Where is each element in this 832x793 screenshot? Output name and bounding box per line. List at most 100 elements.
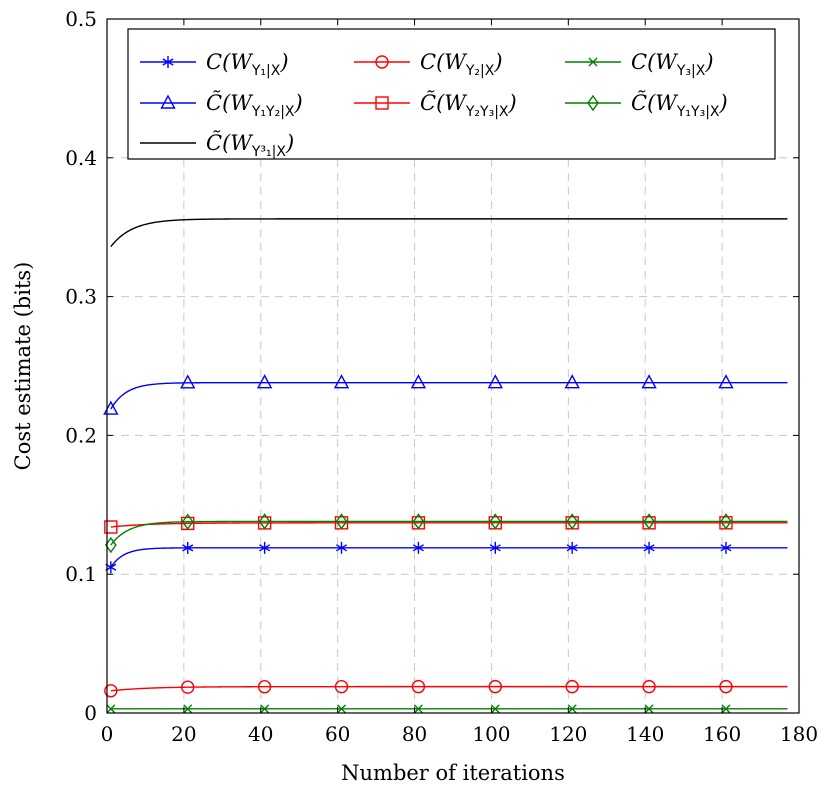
marker-stroke: [588, 57, 598, 67]
legend-label: C̃(WY₂Y₃|X): [420, 91, 517, 120]
marker-stroke: [259, 544, 271, 552]
x-tick-label: 100: [472, 722, 510, 746]
legend-swatch-marker: [162, 56, 174, 68]
data-point: [181, 513, 194, 530]
x-tick-label: 120: [549, 722, 587, 746]
y-tick-label: 0.5: [65, 7, 97, 31]
series-line: [110, 381, 788, 410]
marker-stroke: [567, 704, 577, 714]
legend-label: C(WY₃|X): [631, 50, 714, 79]
data-point: [644, 704, 654, 714]
series-4: [104, 516, 788, 534]
data-point: [719, 679, 733, 694]
data-point: [718, 374, 734, 389]
series-6: [110, 218, 788, 248]
y-tick-label: 0.2: [65, 423, 97, 447]
data-point: [256, 374, 273, 389]
marker-stroke: [644, 704, 654, 714]
data-point: [333, 374, 350, 389]
data-point: [412, 541, 424, 554]
x-tick-label: 0: [101, 722, 114, 746]
data-point: [337, 704, 347, 714]
data-point: [334, 679, 349, 694]
y-axis-label: Cost estimate (bits): [11, 262, 35, 471]
data-point: [720, 513, 732, 530]
data-point: [411, 679, 426, 694]
legend-entry: C(WY₂|X): [354, 50, 503, 79]
x-tick-label: 160: [703, 722, 741, 746]
y-tick-label: 0.3: [65, 285, 97, 309]
data-point: [566, 513, 579, 530]
data-point: [490, 704, 500, 714]
data-point: [410, 374, 427, 389]
legend-swatch-marker: [587, 94, 599, 112]
legend-box: [127, 28, 776, 160]
data-point: [335, 513, 348, 530]
legend: C(WY₁|X) C(WY₂|X) C(WY₃|X) C̃(WY₁Y₂|X) C̃(WY…: [127, 28, 776, 160]
series-2: [106, 704, 788, 714]
data-point: [643, 513, 655, 530]
series-layer: [103, 218, 788, 714]
legend-label: C(WY₁|X): [206, 50, 289, 79]
marker-stroke: [337, 704, 347, 714]
data-point: [564, 374, 580, 389]
legend-label: C̃(WY³₁|X): [206, 131, 294, 160]
marker-stroke: [182, 544, 194, 552]
series-line: [110, 218, 788, 248]
data-point: [106, 704, 116, 714]
marker-stroke: [721, 704, 731, 714]
legend-swatch-marker: [375, 55, 389, 69]
data-point: [181, 680, 195, 694]
series-5: [104, 513, 788, 554]
series-line: [110, 520, 788, 546]
data-point: [565, 679, 579, 694]
x-axis-label: Number of iterations: [341, 761, 565, 785]
series-1: [104, 679, 788, 698]
data-point: [182, 541, 194, 554]
data-point: [720, 541, 732, 554]
data-point: [567, 704, 577, 714]
marker-stroke: [260, 704, 270, 714]
data-point: [335, 541, 348, 554]
data-point: [721, 704, 731, 714]
series-0: [105, 541, 788, 574]
data-point: [257, 680, 272, 694]
y-tick-label: 0.4: [65, 146, 97, 170]
data-point: [104, 684, 118, 698]
data-point: [489, 513, 502, 530]
legend-label: C̃(WY₁Y₂|X): [206, 91, 303, 120]
data-point: [258, 513, 271, 530]
marker-stroke: [335, 544, 348, 552]
legend-entry: C(WY₁|X): [140, 50, 289, 79]
marker-stroke: [489, 544, 501, 552]
legend-entry: C̃(WY₁Y₃|X): [565, 91, 728, 120]
legend-label: C(WY₂|X): [420, 50, 503, 79]
data-point: [489, 541, 501, 554]
legend-entry: C̃(WY₂Y₃|X): [354, 91, 517, 120]
data-point: [488, 679, 502, 694]
marker-stroke: [162, 58, 174, 66]
legend-swatch-marker: [588, 57, 598, 67]
x-tick-label: 140: [626, 722, 664, 746]
legend-entry: C(WY₃|X): [565, 50, 714, 79]
series-line: [110, 547, 788, 568]
x-tick-label: 180: [780, 722, 818, 746]
data-point: [412, 513, 425, 530]
marker-stroke: [490, 704, 500, 714]
data-point: [641, 374, 657, 389]
series-3: [103, 374, 788, 415]
data-point: [566, 541, 578, 554]
marker-stroke: [106, 704, 116, 714]
legend-entry: C̃(WY₁Y₂|X): [140, 91, 303, 120]
series-line: [110, 685, 788, 692]
y-tick-label: 0: [84, 701, 97, 725]
data-point: [413, 704, 423, 714]
data-point: [180, 374, 196, 389]
data-point: [104, 520, 118, 534]
legend-label: C̃(WY₁Y₃|X): [631, 91, 728, 120]
data-point: [259, 541, 271, 554]
series-line: [110, 522, 788, 528]
data-point: [487, 374, 503, 389]
